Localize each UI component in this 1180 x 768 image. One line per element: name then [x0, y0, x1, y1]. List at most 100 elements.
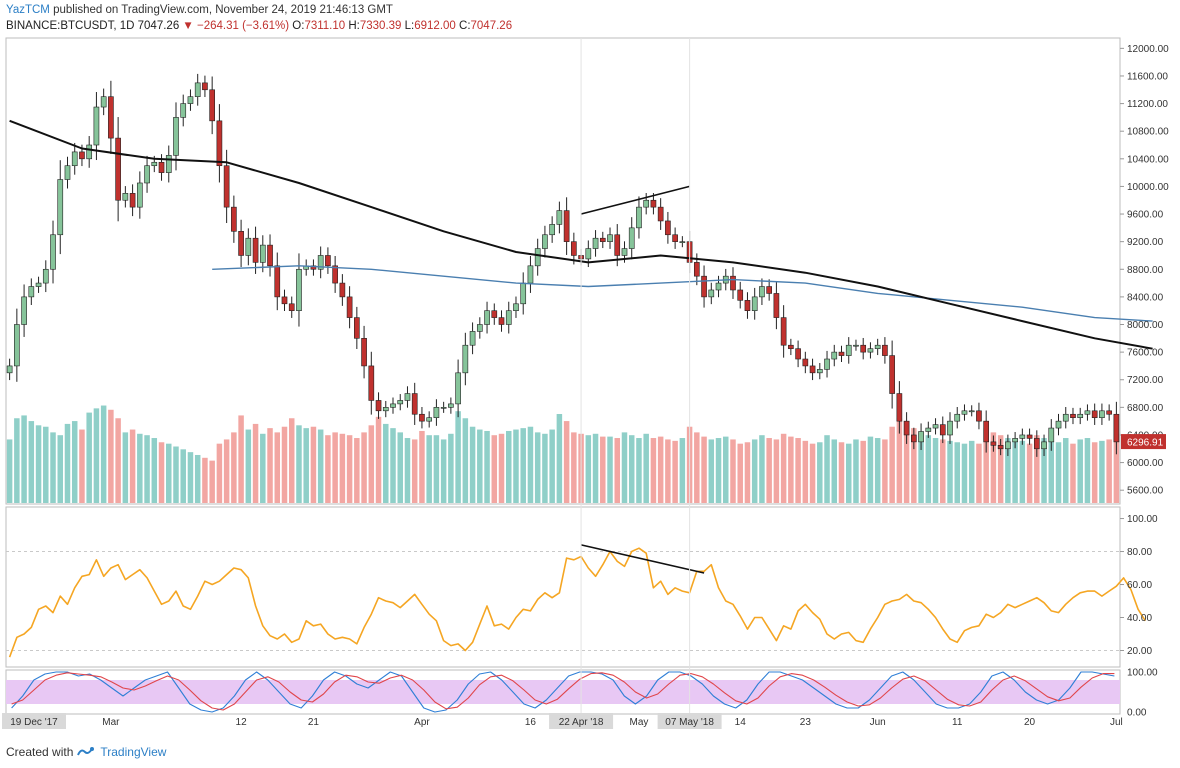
- candle-up: [867, 348, 874, 353]
- tradingview-brand[interactable]: TradingView: [100, 745, 167, 759]
- low-label: L:: [404, 20, 415, 32]
- price-lines: [9, 119, 1153, 350]
- volume-bar: [542, 433, 548, 503]
- volume-bar: [607, 436, 613, 503]
- volume-bar: [730, 439, 736, 503]
- candle-up: [173, 117, 179, 156]
- volume-bar: [440, 439, 447, 503]
- candle-up: [932, 424, 939, 429]
- created-with-text: Created with: [6, 745, 74, 759]
- x-axis-marker-box: [549, 713, 614, 729]
- volume-bar: [1019, 440, 1026, 503]
- volume-bar: [657, 436, 664, 503]
- ma-blue-line: [212, 265, 1153, 322]
- volume-bar: [723, 436, 729, 503]
- volume-bar: [983, 428, 989, 503]
- candle-up: [853, 344, 859, 347]
- price-trendline: [580, 185, 690, 215]
- author-name[interactable]: YazTCM: [6, 4, 50, 16]
- volume-bar: [766, 438, 772, 503]
- candle-down: [693, 262, 700, 277]
- candle-down: [288, 303, 295, 311]
- x-axis-label: 14: [735, 717, 747, 728]
- candle-down: [368, 365, 375, 401]
- ma-black-line: [9, 119, 1153, 350]
- candle-up: [28, 286, 35, 298]
- published-text: published on TradingView.com, November 2…: [53, 4, 393, 16]
- volume-bar: [484, 430, 490, 503]
- volume-bar: [882, 439, 888, 503]
- volume-bar: [317, 429, 324, 503]
- candle-up: [527, 265, 534, 284]
- volume-bar: [643, 433, 649, 503]
- candle-up: [1099, 410, 1105, 419]
- volume-bar: [795, 438, 801, 503]
- volume-bar: [383, 423, 389, 503]
- last-price-label: 6296.91: [1127, 438, 1164, 449]
- candle-up: [947, 420, 953, 436]
- volume-bar: [180, 449, 186, 503]
- volume-bar: [759, 435, 765, 503]
- volume-bar: [896, 418, 903, 503]
- volume-bar: [701, 436, 707, 503]
- candle-down: [976, 410, 982, 422]
- candle-down: [274, 265, 281, 298]
- volume-bar: [93, 408, 100, 503]
- candle-down: [896, 393, 903, 422]
- volume-bar: [361, 432, 367, 503]
- high-label: H:: [348, 20, 360, 32]
- candle-up: [585, 248, 592, 260]
- volume-bar: [940, 439, 946, 503]
- candle-down: [281, 296, 288, 305]
- volume-bar: [1005, 438, 1011, 503]
- rsi-axis-label: 60.00: [1127, 580, 1152, 591]
- candle-up: [607, 234, 613, 242]
- volume-bar: [715, 438, 722, 503]
- volume-bar: [231, 432, 237, 503]
- rsi-series: [6, 544, 1146, 658]
- rsi-pane[interactable]: [5, 506, 1121, 668]
- candle-up: [448, 403, 454, 408]
- candle-up: [296, 268, 302, 311]
- candle-down: [267, 244, 273, 267]
- candle-up: [961, 410, 968, 415]
- candle-up: [484, 310, 490, 325]
- volume-bar: [21, 415, 27, 503]
- stoch-axis-label: 0.00: [1127, 708, 1147, 719]
- candle-up: [534, 248, 541, 267]
- volume-bar: [1099, 440, 1105, 503]
- volume-bar: [187, 452, 194, 503]
- candle-up: [455, 372, 461, 405]
- x-axis-label: Jun: [870, 717, 886, 728]
- volume-bar: [202, 457, 208, 503]
- volume-bar: [636, 438, 642, 503]
- price-pane[interactable]: [5, 37, 1121, 505]
- candle-up: [918, 431, 924, 443]
- candle-up: [187, 96, 194, 104]
- volume-bar: [614, 438, 621, 503]
- volume-bar: [831, 439, 838, 503]
- volume-bar: [238, 415, 244, 503]
- price-axis-label: 11200.00: [1127, 99, 1168, 110]
- volume-bar: [961, 443, 968, 503]
- candle-up: [1062, 413, 1069, 422]
- volume-bar: [6, 439, 13, 503]
- volume-bar: [788, 436, 794, 503]
- candle-down: [252, 237, 259, 263]
- price-axis-label: 9600.00: [1127, 210, 1164, 221]
- candle-down: [665, 220, 671, 236]
- candle-down: [990, 441, 997, 446]
- volume-bar: [397, 432, 403, 503]
- candle-down: [354, 317, 360, 339]
- volume-bar: [708, 439, 715, 503]
- volume-bar: [773, 439, 780, 503]
- candle-down: [939, 424, 946, 436]
- candle-down: [209, 89, 215, 122]
- candle-up: [542, 234, 548, 249]
- volume-bar: [838, 442, 845, 503]
- candle-up: [549, 224, 555, 236]
- volume-bar: [267, 428, 273, 503]
- volume-bar: [43, 426, 49, 503]
- candle-up: [440, 407, 447, 409]
